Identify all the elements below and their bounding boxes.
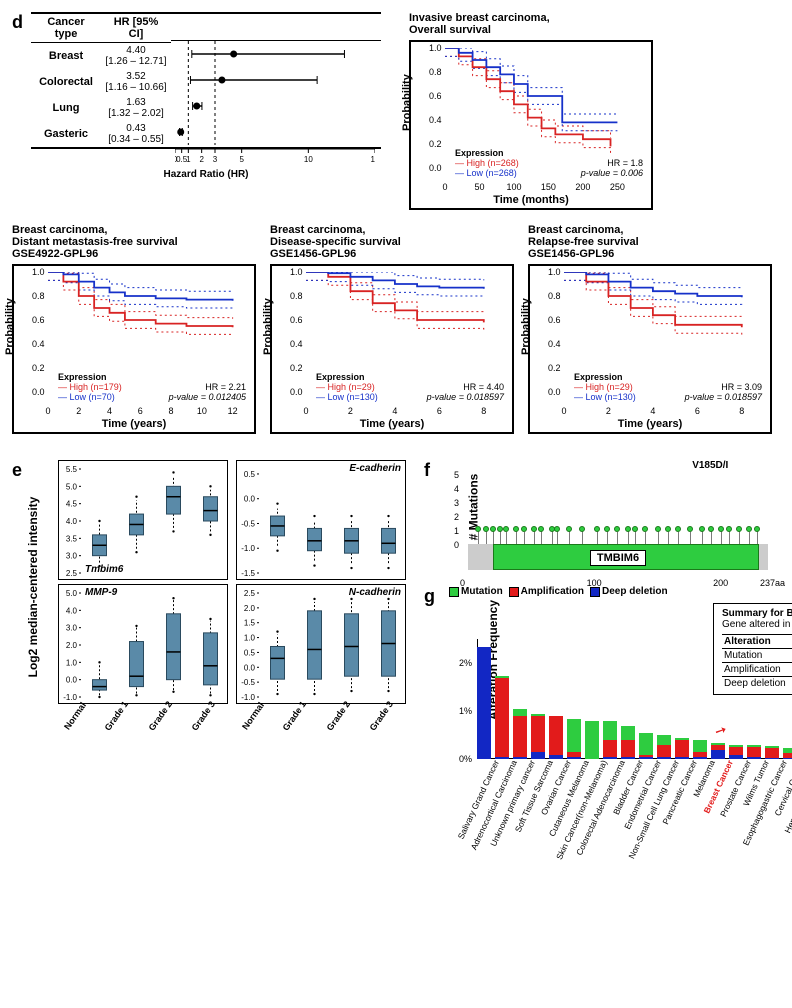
svg-text:-1.5: -1.5 bbox=[241, 569, 255, 578]
g-bar bbox=[567, 719, 581, 760]
g-bar bbox=[657, 735, 671, 759]
svg-text:-0.5: -0.5 bbox=[241, 520, 255, 529]
km-plot: ProbabilityTime (years)0.00.20.40.60.81.… bbox=[528, 264, 772, 434]
svg-text:0.5: 0.5 bbox=[244, 470, 256, 479]
svg-text:10: 10 bbox=[304, 155, 313, 164]
g-bar bbox=[495, 676, 509, 760]
svg-text:-1.0: -1.0 bbox=[63, 693, 77, 702]
boxplot: -1.0-0.50.00.51.01.52.02.5N-cadherin bbox=[236, 584, 406, 704]
km-main: ProbabilityTime (months)0.00.20.40.60.81… bbox=[409, 40, 653, 210]
svg-text:5.0: 5.0 bbox=[66, 589, 78, 598]
forest-cancer: Gasteric bbox=[31, 128, 101, 140]
g-bar bbox=[783, 748, 792, 759]
g-bar bbox=[729, 745, 743, 759]
g-bar bbox=[765, 746, 779, 759]
forest-hdr-cancer: Cancer type bbox=[31, 14, 101, 42]
svg-text:1.0: 1.0 bbox=[244, 634, 256, 643]
g-bar bbox=[675, 738, 689, 760]
km-title: Breast carcinoma, Disease-specific survi… bbox=[270, 224, 514, 260]
svg-text:2.0: 2.0 bbox=[66, 641, 78, 650]
svg-text:2.0: 2.0 bbox=[244, 604, 256, 613]
g-bar bbox=[603, 721, 617, 759]
boxplot: 2.53.03.54.04.55.05.5Tmbim6 bbox=[58, 460, 228, 580]
g-bar bbox=[531, 714, 545, 760]
svg-text:3: 3 bbox=[213, 155, 218, 164]
g-summary: Summary for Breast cancer Gene altered i… bbox=[713, 603, 792, 695]
g-legend: MutationAmplificationDeep deletion bbox=[443, 586, 792, 597]
g-bar bbox=[549, 716, 563, 759]
mutation-lollipop: # Mutations 012345V185D/ITMBIM6010020023… bbox=[468, 460, 768, 590]
panel-e-label: e bbox=[12, 460, 22, 481]
svg-text:5: 5 bbox=[239, 155, 244, 164]
svg-text:3.0: 3.0 bbox=[66, 624, 78, 633]
forest-hr: 1.63[1.32 – 2.02] bbox=[101, 97, 171, 119]
g-bar bbox=[747, 745, 761, 759]
panel-g-label: g bbox=[424, 586, 435, 607]
svg-text:15: 15 bbox=[371, 155, 375, 164]
g-chart: Alteration Frequency Summary for Breast … bbox=[443, 603, 792, 863]
svg-text:2.5: 2.5 bbox=[66, 569, 78, 578]
forest-hr: 3.52[1.16 – 10.66] bbox=[101, 71, 171, 93]
km-title: Breast carcinoma, Distant metastasis-fre… bbox=[12, 224, 256, 260]
g-summary-sub: Gene altered in 0.34% of 3,217 cases bbox=[722, 619, 792, 630]
forest-cancer: Lung bbox=[31, 102, 101, 114]
svg-text:4.0: 4.0 bbox=[66, 517, 78, 526]
g-bar bbox=[711, 743, 725, 759]
g-row-alter: Mutation bbox=[722, 649, 792, 663]
forest-cancer: Colorectal bbox=[31, 76, 101, 88]
boxplot: -1.00.01.02.03.04.05.0MMP-9 bbox=[58, 584, 228, 704]
svg-text:-1.0: -1.0 bbox=[241, 693, 255, 702]
forest-cancer: Breast bbox=[31, 50, 101, 62]
forest-plot: Cancer typeHR [95% CI] Breast4.40[1.26 –… bbox=[31, 12, 381, 149]
svg-text:-0.5: -0.5 bbox=[241, 679, 255, 688]
svg-text:0.0: 0.0 bbox=[66, 676, 78, 685]
boxplot-grid: 2.53.03.54.04.55.05.5Tmbim6-1.5-1.0-0.50… bbox=[58, 460, 406, 714]
svg-text:4.5: 4.5 bbox=[66, 500, 78, 509]
g-bar bbox=[639, 733, 653, 759]
svg-text:0.5: 0.5 bbox=[244, 649, 256, 658]
svg-text:0.0: 0.0 bbox=[244, 495, 256, 504]
g-row-alter: Amplification bbox=[722, 663, 792, 677]
svg-text:5.0: 5.0 bbox=[66, 483, 78, 492]
g-summary-title: Summary for Breast cancer bbox=[722, 608, 792, 619]
forest-hr: 4.40[1.26 – 12.71] bbox=[101, 45, 171, 67]
forest-hr: 0.43[0.34 – 0.55] bbox=[101, 123, 171, 145]
svg-text:3.0: 3.0 bbox=[66, 552, 78, 561]
panel-d-label: d bbox=[12, 12, 23, 33]
svg-text:-1.0: -1.0 bbox=[241, 545, 255, 554]
boxplot: -1.5-1.0-0.50.00.5E-cadherin bbox=[236, 460, 406, 580]
g-bar bbox=[693, 740, 707, 759]
forest-hdr-hr: HR [95% CI] bbox=[101, 14, 171, 42]
panel-f-label: f bbox=[424, 460, 430, 481]
svg-text:3.5: 3.5 bbox=[66, 535, 78, 544]
g-bar bbox=[621, 726, 635, 760]
svg-text:0.0: 0.0 bbox=[244, 664, 256, 673]
g-bar bbox=[585, 721, 599, 759]
svg-text:1: 1 bbox=[186, 155, 191, 164]
svg-text:2.5: 2.5 bbox=[244, 589, 256, 598]
svg-text:5.5: 5.5 bbox=[66, 465, 78, 474]
km-title: Breast carcinoma, Relapse-free survival … bbox=[528, 224, 772, 260]
svg-text:1.0: 1.0 bbox=[66, 659, 78, 668]
svg-text:2: 2 bbox=[199, 155, 204, 164]
g-alter-hdr: Alteration bbox=[722, 635, 792, 649]
svg-text:4.0: 4.0 bbox=[66, 607, 78, 616]
forest-xlabel: Hazard Ratio (HR) bbox=[31, 169, 381, 180]
e-ylabel: Log2 median-centered intensity bbox=[26, 497, 40, 678]
g-row-alter: Deep deletion bbox=[722, 677, 792, 691]
km-main-title: Invasive breast carcinoma, Overall survi… bbox=[409, 12, 653, 36]
km-plot: ProbabilityTime (years)0.00.20.40.60.81.… bbox=[12, 264, 256, 434]
g-bar bbox=[513, 709, 527, 759]
g-bar bbox=[477, 647, 491, 760]
svg-text:1.5: 1.5 bbox=[244, 619, 256, 628]
km-plot: ProbabilityTime (years)0.00.20.40.60.81.… bbox=[270, 264, 514, 434]
